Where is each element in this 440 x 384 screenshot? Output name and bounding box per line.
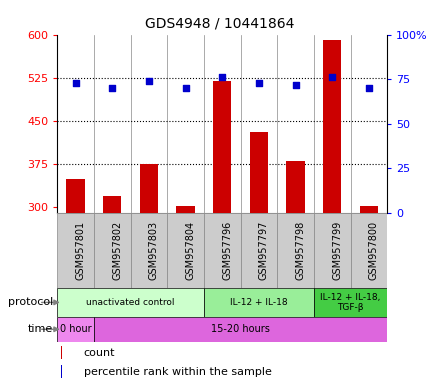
Point — [145, 78, 152, 84]
Text: IL-12 + IL-18,
TGF-β: IL-12 + IL-18, TGF-β — [320, 293, 381, 312]
Bar — [176, 206, 195, 213]
Text: time: time — [28, 324, 53, 334]
Text: GSM957801: GSM957801 — [76, 221, 85, 280]
Text: protocol: protocol — [7, 297, 53, 308]
Point — [219, 74, 226, 81]
Bar — [57, 288, 204, 317]
Bar — [351, 213, 387, 288]
Bar — [250, 132, 268, 213]
Text: GSM957803: GSM957803 — [149, 221, 159, 280]
Point — [109, 85, 116, 91]
Bar — [94, 317, 387, 342]
Bar — [314, 213, 351, 288]
Bar — [277, 213, 314, 288]
Bar — [103, 196, 121, 213]
Text: GSM957802: GSM957802 — [112, 221, 122, 280]
Point — [329, 74, 336, 81]
Text: count: count — [84, 348, 115, 358]
Text: GSM957799: GSM957799 — [332, 221, 342, 280]
Bar — [204, 213, 241, 288]
Text: percentile rank within the sample: percentile rank within the sample — [84, 367, 271, 377]
Point — [72, 80, 79, 86]
Bar — [131, 213, 167, 288]
Point — [255, 80, 262, 86]
Bar — [241, 213, 277, 288]
Text: GSM957798: GSM957798 — [296, 221, 305, 280]
Text: GSM957804: GSM957804 — [186, 221, 195, 280]
Bar — [140, 164, 158, 213]
Text: 15-20 hours: 15-20 hours — [211, 324, 270, 334]
Text: 0 hour: 0 hour — [60, 324, 92, 334]
Bar — [94, 213, 131, 288]
Bar — [286, 161, 305, 213]
Point — [365, 85, 372, 91]
Bar — [57, 317, 94, 342]
Text: GSM957797: GSM957797 — [259, 221, 269, 280]
Text: GSM957800: GSM957800 — [369, 221, 379, 280]
Point — [292, 81, 299, 88]
Text: unactivated control: unactivated control — [86, 298, 175, 307]
Bar — [66, 179, 85, 213]
Point — [182, 85, 189, 91]
Bar — [61, 346, 62, 359]
Bar — [167, 213, 204, 288]
Bar — [323, 40, 341, 213]
Bar — [360, 206, 378, 213]
Bar — [213, 81, 231, 213]
Bar — [314, 288, 387, 317]
Text: GSM957796: GSM957796 — [222, 221, 232, 280]
Text: IL-12 + IL-18: IL-12 + IL-18 — [230, 298, 288, 307]
Bar — [61, 365, 62, 378]
Bar — [57, 213, 94, 288]
Text: GDS4948 / 10441864: GDS4948 / 10441864 — [145, 17, 295, 31]
Bar — [204, 288, 314, 317]
